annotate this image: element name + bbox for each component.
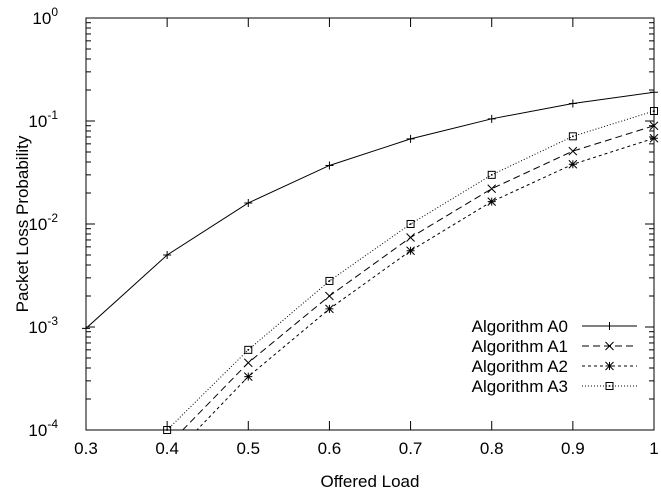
x-tick-label: 0.7 [399,439,423,458]
series-line [181,125,654,430]
y-axis-title: Packet Loss Probability [13,135,32,312]
data-point [325,291,334,301]
y-tick-label: 10-3 [28,314,58,337]
x-tick-labels: 0.3 0.4 0.5 0.6 0.7 0.8 0.9 1 [74,439,659,458]
data-point [243,358,253,368]
plot-frame [85,17,655,431]
data-point [568,132,577,141]
data-point [244,345,253,354]
y-tick-labels: 10-4 10-3 10-2 10-1 100 [28,5,58,440]
x-tick-label: 0.4 [155,439,179,458]
x-tick-label: 0.9 [561,439,585,458]
y-tick-label: 100 [32,5,58,28]
series-line [86,91,654,329]
data-point [406,134,415,143]
data-point [406,246,415,256]
data-point [325,304,334,314]
data-point [605,382,614,390]
data-point [487,170,496,179]
data-point [487,184,497,194]
series-line [196,137,654,430]
y-tick-label: 10-2 [28,211,58,234]
data-point [568,159,578,169]
data-point [406,233,415,242]
legend-label: Algorithm A3 [472,377,568,396]
legend-label: Algorithm A0 [472,317,568,336]
data-point [605,322,614,330]
data-point [568,146,578,156]
x-tick-label: 0.3 [74,439,98,458]
data-point [325,161,334,170]
data-point [487,114,496,123]
y-tick-label: 10-4 [28,417,58,440]
data-point [605,341,614,351]
data-point [163,251,172,260]
x-tick-label: 0.6 [318,439,342,458]
x-tick-label: 1 [649,439,658,458]
axis-ticks [85,17,655,431]
x-tick-label: 0.5 [236,439,260,458]
data-point [244,198,253,207]
series-line [166,110,654,430]
data-point [568,99,577,108]
data-point [243,372,253,381]
series-markers [82,88,659,434]
data-point [605,361,614,371]
y-tick-label: 10-1 [28,108,58,131]
legend-label: Algorithm A1 [472,337,568,356]
legend-label: Algorithm A2 [472,357,568,376]
data-point [487,197,497,206]
x-axis-title: Offered Load [321,472,420,491]
data-point [325,276,334,285]
data-point [406,220,415,228]
x-tick-label: 0.8 [480,439,504,458]
